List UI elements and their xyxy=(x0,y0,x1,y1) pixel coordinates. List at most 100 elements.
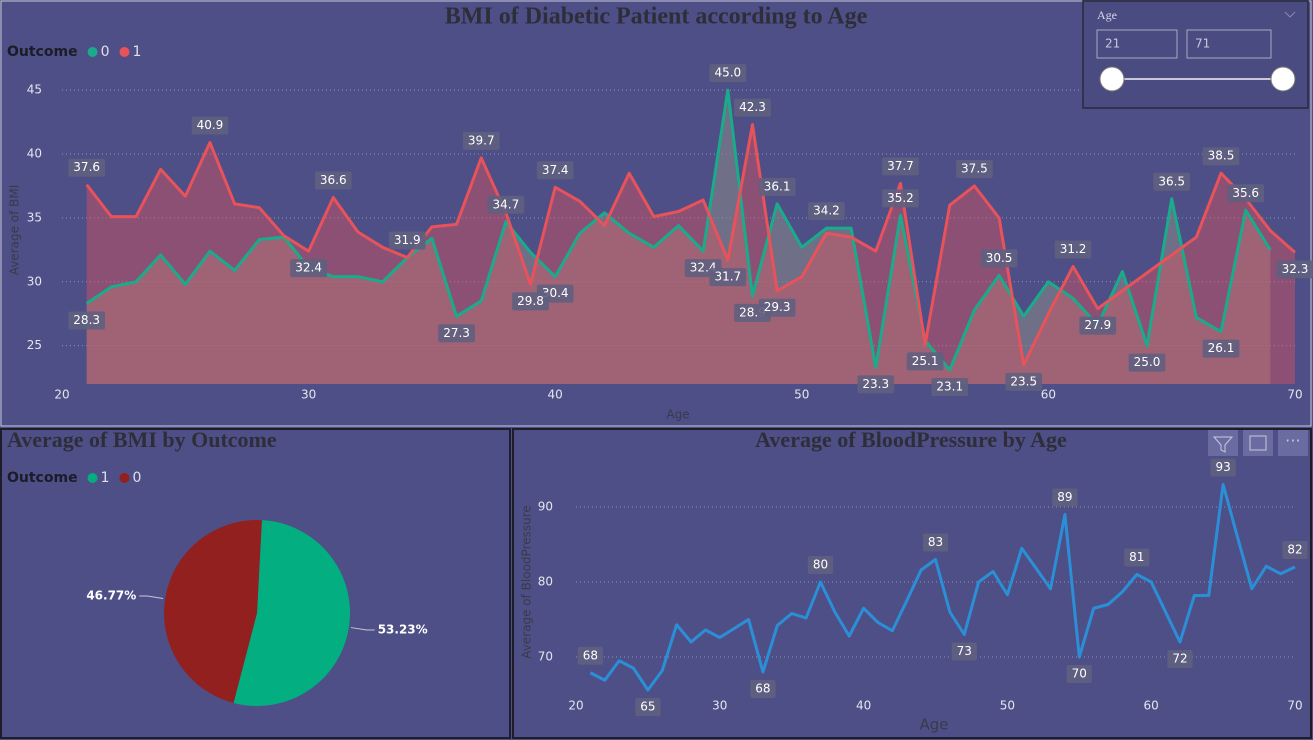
x-tick-label: 20 xyxy=(568,699,583,713)
to-input[interactable] xyxy=(1186,29,1272,59)
y-tick-label: 45 xyxy=(27,83,42,97)
legend-marker xyxy=(87,473,98,483)
data-label: 25.0 xyxy=(1134,355,1161,369)
bp-chart: Average of BloodPressure by Age Age Averag… xyxy=(520,427,1308,734)
data-label: 26.1 xyxy=(1208,341,1235,355)
chart-title: Average of BloodPressure by Age xyxy=(755,427,1067,452)
data-label: 37.5 xyxy=(961,161,988,175)
data-label: 65 xyxy=(640,700,655,714)
y-tick-label: 90 xyxy=(538,500,553,514)
x-tick-label: 50 xyxy=(794,388,809,402)
from-input[interactable] xyxy=(1096,29,1178,59)
data-label-bg xyxy=(734,98,771,117)
pie-slice xyxy=(163,520,262,703)
data-label: 42.3 xyxy=(739,100,766,114)
data-label-bg xyxy=(1079,316,1117,335)
data-label: 68 xyxy=(755,682,770,696)
data-label: 32.4 xyxy=(295,261,322,275)
data-label-bg xyxy=(1124,548,1150,567)
legend-label: 0 xyxy=(101,44,110,60)
panel-border xyxy=(0,428,511,739)
data-label: 27.3 xyxy=(443,326,470,340)
data-label-bg xyxy=(882,157,919,176)
data-label-bg xyxy=(758,298,796,317)
data-label-bg xyxy=(1276,260,1313,279)
data-label-bg xyxy=(758,177,796,196)
data-label: 36.5 xyxy=(1158,174,1185,188)
leader-line xyxy=(350,627,375,631)
slider-handle[interactable] xyxy=(1099,66,1125,92)
legend-title: Outcome xyxy=(7,44,78,60)
data-label: 72 xyxy=(1172,652,1187,666)
y-tick-label: 35 xyxy=(27,210,42,224)
x-tick-label: 40 xyxy=(548,388,563,402)
data-label-bg xyxy=(1167,650,1193,668)
panel-border xyxy=(512,428,1312,739)
filter-icon xyxy=(1212,436,1234,453)
legend-label: 1 xyxy=(132,44,141,60)
data-label-bg xyxy=(1202,147,1240,166)
y-tick-label: 70 xyxy=(538,650,553,664)
legend-title: Outcome xyxy=(7,470,78,486)
data-label-bg xyxy=(512,292,549,311)
data-label-bg xyxy=(709,268,747,287)
data-label-bg xyxy=(462,131,500,150)
from-value: 21 xyxy=(1105,37,1120,51)
line xyxy=(589,483,1296,692)
x-tick-label: 30 xyxy=(301,388,316,402)
data-label: 39.7 xyxy=(468,133,495,147)
data-label: 30.5 xyxy=(986,251,1013,265)
data-label-bg xyxy=(956,159,993,178)
collapse-icon[interactable] xyxy=(1284,11,1296,18)
data-label: 36.6 xyxy=(320,173,347,187)
more-button[interactable] xyxy=(1278,430,1308,456)
x-tick-label: 40 xyxy=(856,699,871,713)
data-label: 32.3 xyxy=(1282,262,1309,276)
slider-handle[interactable] xyxy=(1270,66,1296,92)
data-label: 35.6 xyxy=(1232,186,1259,200)
y-tick-label: 30 xyxy=(27,274,42,288)
filter-button[interactable] xyxy=(1208,430,1238,456)
data-label: 29.3 xyxy=(764,300,791,314)
x-tick-label: 70 xyxy=(1287,699,1302,713)
y-tick-label: 40 xyxy=(27,147,42,161)
chart-title: Average of BMI by Outcome xyxy=(7,427,277,452)
data-label-bg xyxy=(951,642,977,661)
data-label-bg xyxy=(808,202,845,221)
data-label-bg xyxy=(438,324,475,343)
area xyxy=(86,124,1295,385)
data-label-bg xyxy=(1202,339,1240,358)
x-tick-label: 70 xyxy=(1287,388,1302,402)
y-tick-label: 25 xyxy=(27,338,42,352)
data-label-bg xyxy=(1128,353,1166,372)
data-label: 93 xyxy=(1215,460,1230,474)
data-label: 53.23% xyxy=(378,623,428,637)
axis-title: Average of BloodPressure xyxy=(520,505,534,659)
chart-title: BMI of Diabetic Patient according to Age xyxy=(445,4,868,30)
data-label-bg xyxy=(906,352,944,371)
data-label: 31.7 xyxy=(714,270,741,284)
data-label-bg xyxy=(68,158,106,177)
age-slicer: Age 21 71 xyxy=(1082,0,1309,109)
data-label-bg xyxy=(1210,458,1236,477)
data-label-bg xyxy=(1227,184,1265,203)
y-tick-label: 80 xyxy=(538,575,553,589)
data-label-bg xyxy=(1005,372,1043,391)
line xyxy=(85,123,1296,367)
data-label-bg xyxy=(68,311,106,330)
more-icon: ⋯ xyxy=(1285,431,1301,450)
data-label: 82 xyxy=(1287,543,1302,557)
data-label: 89 xyxy=(1057,490,1072,504)
legend-label: 0 xyxy=(132,470,141,486)
data-label-bg xyxy=(1052,488,1078,507)
slicer-title: Age xyxy=(1097,8,1117,22)
data-label-bg xyxy=(1282,541,1308,559)
data-label: 23.3 xyxy=(862,377,889,391)
data-label: 45.0 xyxy=(714,66,741,80)
focus-button[interactable] xyxy=(1243,430,1273,456)
legend-marker xyxy=(119,47,130,57)
data-label: 81 xyxy=(1129,550,1144,564)
data-label-bg xyxy=(931,377,969,396)
to-value: 71 xyxy=(1195,37,1210,51)
data-label-bg xyxy=(750,680,776,698)
